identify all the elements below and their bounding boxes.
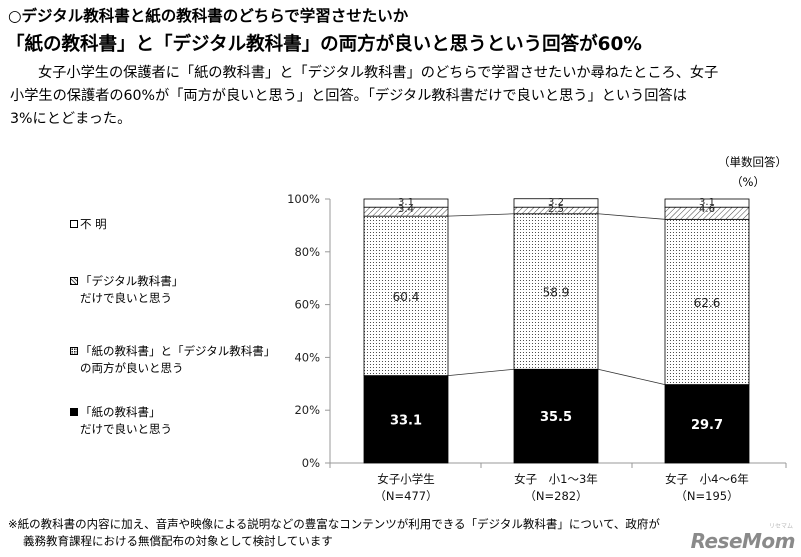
legend-label-both-line1: 「紙の教科書」と「デジタル教科書」 bbox=[80, 344, 276, 358]
legend-swatch-both bbox=[70, 347, 78, 355]
description-line-1: 女子小学生の保護者に「紙の教科書」と「デジタル教科書」のどちらで学習させたいか尋… bbox=[38, 65, 719, 81]
bar-segment-unknown bbox=[664, 198, 750, 208]
bar-segment-unknown bbox=[513, 198, 599, 208]
data-label-paper-only: 33.1 bbox=[390, 413, 422, 428]
footnote: ※紙の教科書の内容に加え、音声や映像による説明などの豊富なコンテンツが利用できる… bbox=[8, 516, 788, 550]
category-n-label: （N=282） bbox=[524, 489, 587, 503]
data-label-both: 58.9 bbox=[543, 286, 570, 300]
data-label-digital-only: 4.6 bbox=[699, 204, 715, 215]
data-label-unknown: 3.1 bbox=[398, 197, 414, 208]
units-note: （単数回答） （%） bbox=[718, 152, 787, 192]
legend-swatch-digital-only bbox=[70, 277, 78, 285]
data-label-digital-only: 3.4 bbox=[398, 204, 414, 215]
bar-segment-both bbox=[664, 218, 750, 385]
description-line-3: 3%にとどまった。 bbox=[10, 111, 132, 127]
legend-swatch-unknown bbox=[70, 220, 78, 228]
y-tick-label: 20% bbox=[294, 403, 320, 417]
chart-heading: ○デジタル教科書と紙の教科書のどちらで学習させたいか bbox=[8, 7, 409, 25]
y-tick-label: 80% bbox=[294, 245, 320, 259]
chart-subheading: 「紙の教科書」と「デジタル教科書」の両方が良いと思うという回答が60% bbox=[6, 34, 642, 55]
category-label: 女子 小4～6年 bbox=[665, 472, 749, 486]
legend-item-digital-only: 「デジタル教科書」 だけで良いと思う bbox=[70, 273, 183, 307]
description-line-2: 小学生の保護者の60%が「両方が良いと思う」と回答。「デジタル教科書だけで良いと… bbox=[10, 88, 687, 104]
legend-label-digital-only-line1: 「デジタル教科書」 bbox=[80, 274, 184, 288]
legend-item-paper-only: 「紙の教科書」 だけで良いと思う bbox=[70, 404, 172, 438]
logo-subtext: リセマム bbox=[768, 523, 793, 530]
category-n-label: （N=477） bbox=[374, 489, 437, 503]
logo-text: ReseMom bbox=[690, 529, 796, 553]
y-tick-label: 100% bbox=[287, 192, 320, 206]
y-tick-label: 0% bbox=[302, 456, 320, 470]
connector-line-both bbox=[447, 213, 515, 217]
category-label: 女子 小1～3年 bbox=[514, 472, 598, 486]
legend-label-paper-only-line1: 「紙の教科書」 bbox=[80, 405, 161, 419]
y-tick-label: 60% bbox=[294, 298, 320, 312]
bar-segment-unknown bbox=[363, 198, 449, 208]
bar-segment-paper-only bbox=[664, 384, 750, 464]
connector-line-paper bbox=[597, 368, 666, 385]
answer-type-label: （単数回答） bbox=[718, 155, 787, 169]
legend-label-digital-only-line2: だけで良いと思う bbox=[80, 291, 172, 305]
legend-label-both-line2: の両方が良いと思う bbox=[80, 361, 184, 375]
footnote-line-2: 義務教育課程における無償配布の対象として検討しています bbox=[23, 534, 333, 548]
description-paragraph: 女子小学生の保護者に「紙の教科書」と「デジタル教科書」のどちらで学習させたいか尋… bbox=[10, 62, 796, 131]
data-label-paper-only: 29.7 bbox=[691, 418, 723, 433]
data-label-unknown: 3.1 bbox=[699, 197, 715, 208]
data-label-unknown: 3.2 bbox=[548, 197, 564, 208]
connector-line-both bbox=[597, 213, 666, 220]
data-label-digital-only: 2.5 bbox=[548, 204, 564, 215]
bar-segment-both bbox=[513, 213, 599, 370]
data-label-both: 60.4 bbox=[393, 290, 420, 304]
legend-swatch-paper-only bbox=[70, 408, 78, 416]
connector-line-paper bbox=[447, 368, 515, 377]
percent-unit-label: （%） bbox=[731, 175, 765, 189]
legend-item-unknown: 不 明 bbox=[70, 216, 107, 233]
data-label-both: 62.6 bbox=[694, 296, 721, 310]
category-n-label: （N=195） bbox=[675, 489, 738, 503]
y-tick-label: 40% bbox=[294, 350, 320, 364]
resemom-logo: ReseMom リセマム bbox=[690, 523, 796, 553]
category-label: 女子小学生 bbox=[377, 472, 435, 486]
bar-segment-paper-only bbox=[513, 368, 599, 464]
bar-segment-paper-only bbox=[363, 375, 449, 464]
legend-label-paper-only-line2: だけで良いと思う bbox=[80, 422, 172, 436]
legend-item-both: 「紙の教科書」と「デジタル教科書」 の両方が良いと思う bbox=[70, 343, 275, 377]
legend-label-unknown: 不 明 bbox=[80, 217, 107, 231]
footnote-line-1: ※紙の教科書の内容に加え、音声や映像による説明などの豊富なコンテンツが利用できる… bbox=[8, 517, 660, 531]
data-label-paper-only: 35.5 bbox=[540, 410, 572, 425]
